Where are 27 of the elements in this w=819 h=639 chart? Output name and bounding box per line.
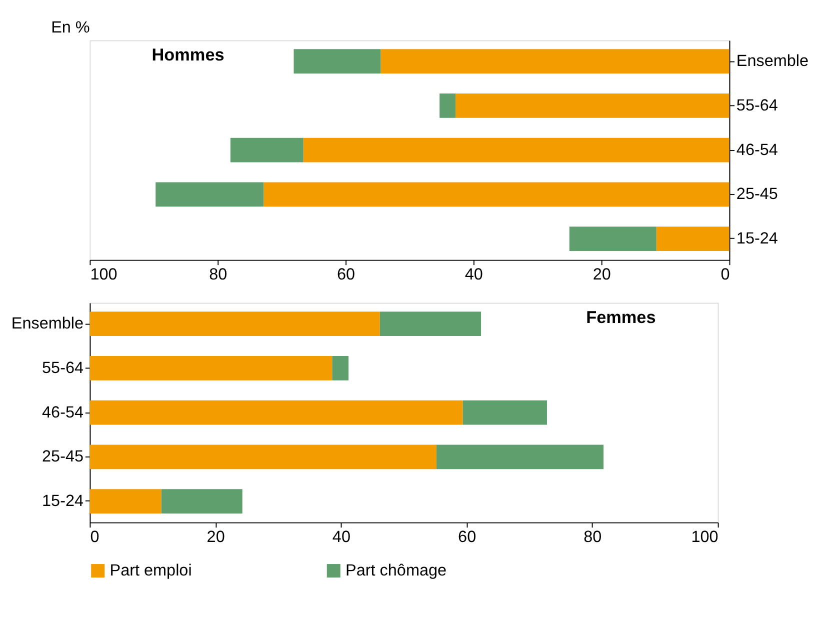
x-tick-label: 0 xyxy=(720,265,730,284)
y-tick-label: 46-54 xyxy=(42,403,84,422)
x-tick-label: 100 xyxy=(691,528,718,546)
x-tick-label: 40 xyxy=(464,265,483,284)
x-tick-label: 80 xyxy=(209,265,228,284)
x-tick-label: 40 xyxy=(332,528,350,546)
x-tick-label: 20 xyxy=(592,265,611,284)
chart-title: Hommes xyxy=(152,44,224,64)
y-tick-label: 25-45 xyxy=(736,185,778,204)
x-tick-label: 20 xyxy=(206,528,225,546)
y-tick-label: 15-24 xyxy=(42,492,84,510)
y-tick-label: Ensemble xyxy=(736,52,809,70)
x-tick-label: 60 xyxy=(458,528,476,546)
legend-label: Part chômage xyxy=(346,562,447,580)
legend-label: Part emploi xyxy=(110,562,192,580)
y-tick-label: Ensemble xyxy=(11,314,84,333)
y-tick-label: 25-45 xyxy=(42,448,84,466)
text: En % xyxy=(51,18,90,37)
x-tick-label: 60 xyxy=(337,265,356,284)
x-tick-label: 100 xyxy=(90,265,118,284)
y-tick-label: 55-64 xyxy=(736,96,778,114)
y-tick-label: 46-54 xyxy=(736,140,778,159)
x-tick-label: 80 xyxy=(584,528,602,546)
y-tick-label: 55-64 xyxy=(42,358,84,377)
x-tick-label: 0 xyxy=(90,528,100,546)
y-tick-label: 15-24 xyxy=(736,230,778,248)
chart-title: Femmes xyxy=(586,306,656,327)
